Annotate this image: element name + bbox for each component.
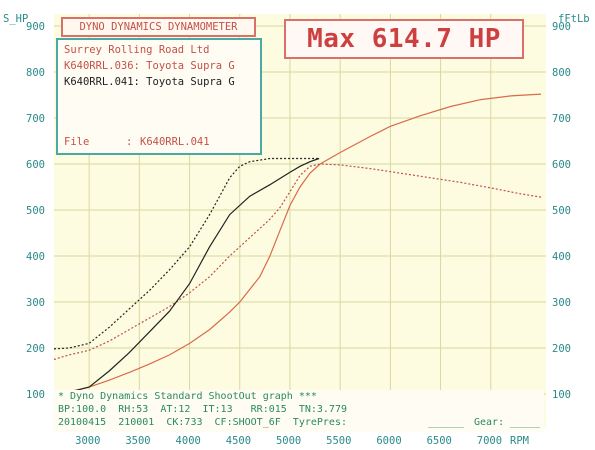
y-tick-label-left: 200 (26, 343, 45, 355)
x-axis-label: RPM (510, 435, 529, 447)
y-tick-label-left: 100 (26, 389, 45, 401)
footer-panel: * Dyno Dynamics Standard ShootOut graph … (54, 390, 544, 432)
file-label: File (64, 136, 90, 148)
run-1-label: K640RRL.036: Toyota Supra G (64, 60, 235, 72)
y-tick-label-right: 200 (552, 343, 571, 355)
x-tick-label: 3000 (75, 435, 100, 447)
y-tick-label-right: 300 (552, 297, 571, 309)
series-line-1 (53, 93, 542, 395)
y-tick-label-right: 600 (552, 159, 571, 171)
y-axis-label-right: fFtLb (558, 13, 590, 25)
y-tick-label-left: 400 (26, 251, 45, 263)
y-tick-label-right: 700 (552, 113, 571, 125)
y-tick-label-left: 700 (26, 113, 45, 125)
y-axis-left: 100 200 300 400 500 600 700 800 900 (26, 21, 45, 401)
x-tick-label: 4500 (226, 435, 251, 447)
file-value: K640RRL.041 (140, 136, 210, 148)
y-tick-label-right: 400 (552, 251, 571, 263)
tyre-pres-field[interactable]: ______ (428, 417, 465, 428)
dyno-title: DYNO DYNAMICS DYNAMOMETER (79, 21, 238, 33)
y-tick-label-left: 900 (26, 21, 45, 33)
x-tick-label: 5000 (276, 435, 301, 447)
gear-field[interactable]: _____ (510, 417, 541, 428)
gear-label: Gear: (474, 417, 505, 428)
run-2-label: K640RRL.041: Toyota Supra G (64, 76, 235, 88)
series-group (53, 93, 542, 395)
file-separator: : (126, 136, 133, 148)
series-line-4 (53, 157, 320, 350)
series-line-2 (53, 163, 542, 361)
y-tick-label-left: 300 (26, 297, 45, 309)
footer-params-2: 20100415 210001 CK:733 CF:SHOOT_6F TyreP… (58, 417, 347, 428)
x-axis-ticks: 3000 3500 4000 4500 5000 5500 6000 6500 7000 (75, 435, 502, 447)
shop-name: Surrey Rolling Road Ltd (64, 44, 210, 56)
x-tick-label: 7000 (477, 435, 502, 447)
run-info-panel: Surrey Rolling Road Ltd K640RRL.036: Toy… (56, 38, 262, 155)
x-tick-label: 5500 (326, 435, 351, 447)
y-tick-label-right: 900 (552, 21, 571, 33)
y-tick-label-left: 600 (26, 159, 45, 171)
y-tick-label-right: 800 (552, 67, 571, 79)
series-line-3 (53, 157, 320, 395)
x-tick-label: 3500 (125, 435, 150, 447)
x-tick-label: 4000 (176, 435, 201, 447)
dyno-title-box: DYNO DYNAMICS DYNAMOMETER (61, 17, 256, 37)
y-tick-label-left: 800 (26, 67, 45, 79)
footer-params-1: BP:100.0 RH:53 AT:12 IT:13 RR:015 TN:3.7… (58, 404, 347, 415)
footer-title: * Dyno Dynamics Standard ShootOut graph … (58, 391, 317, 402)
y-tick-label-right: 500 (552, 205, 571, 217)
x-tick-label: 6000 (376, 435, 401, 447)
max-power-box: Max 614.7 HP (284, 19, 524, 59)
y-tick-label-left: 500 (26, 205, 45, 217)
y-axis-label-left: S_HP (3, 13, 28, 25)
x-tick-label: 6500 (427, 435, 452, 447)
max-power-value: Max 614.7 HP (307, 24, 501, 54)
y-tick-label-right: 100 (552, 389, 571, 401)
y-axis-right: 100 200 300 400 500 600 700 800 900 (552, 21, 571, 401)
